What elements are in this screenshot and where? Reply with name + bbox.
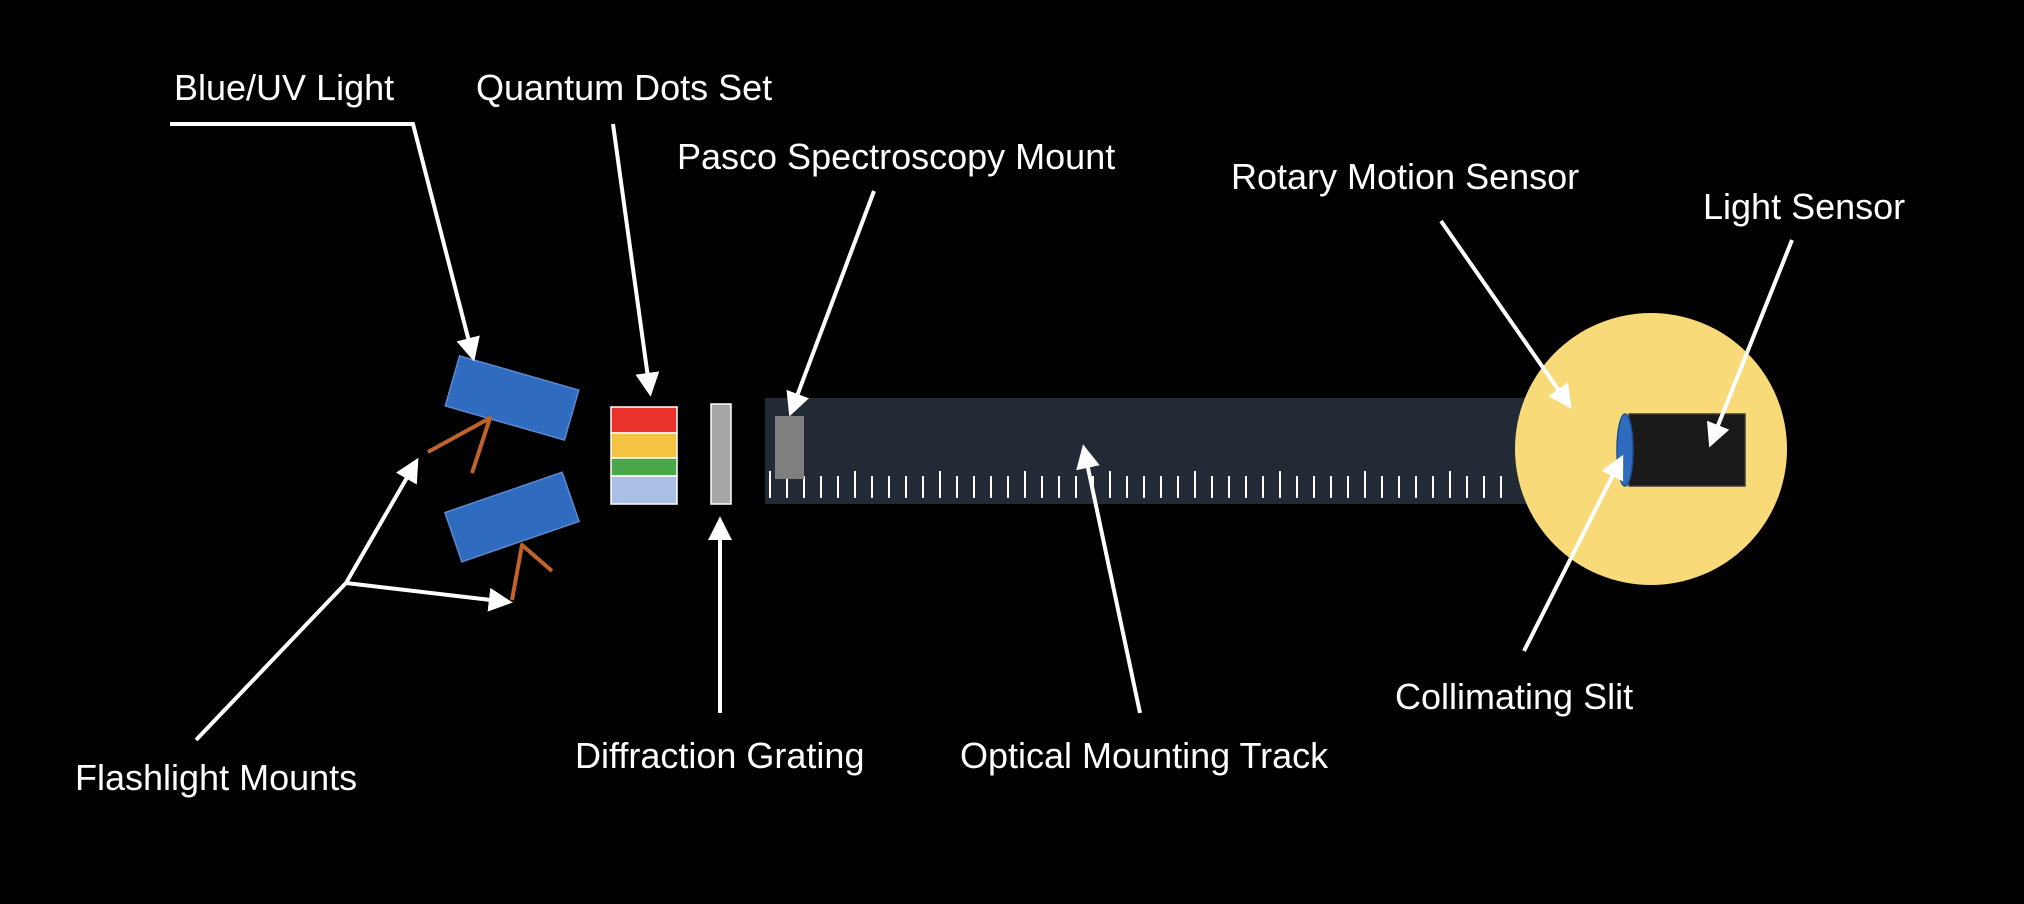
label-pasco-mount: Pasco Spectroscopy Mount (677, 136, 1115, 177)
arrow-optical-mounting-track (1076, 444, 1142, 714)
collimating-slit (1616, 413, 1634, 487)
pasco-spectroscopy-mount (775, 416, 804, 479)
arrow-flashlight-mounts-1 (194, 581, 348, 742)
label-light-sensor: Light Sensor (1703, 186, 1905, 227)
label-rotary-motion-sensor: Rotary Motion Sensor (1231, 156, 1579, 197)
flashlight-mount-bottom (510, 543, 554, 601)
quantum-dot-red (610, 406, 678, 434)
leader-lines (170, 122, 1794, 742)
label-diffraction-grating: Diffraction Grating (575, 735, 864, 776)
arrow-light-sensor (1706, 239, 1794, 448)
quantum-dots-set (610, 406, 678, 505)
quantum-dot-lightblue (610, 475, 678, 505)
arrow-flashlight-mounts-2 (344, 457, 419, 585)
label-optical-mounting-track: Optical Mounting Track (960, 735, 1329, 776)
flashlight-bottom (443, 471, 581, 563)
arrow-collimating-slit (1522, 454, 1624, 652)
label-blue-uv-light: Blue/UV Light (174, 67, 394, 108)
diffraction-grating (710, 403, 732, 505)
arrow-pasco-mount (786, 190, 876, 417)
flashlight-mount-top (427, 416, 492, 474)
label-quantum-dots-set: Quantum Dots Set (476, 67, 772, 108)
quantum-dot-green (610, 457, 678, 477)
arrow-quantum-dots-set (611, 123, 660, 397)
label-flashlight-mounts: Flashlight Mounts (75, 757, 357, 798)
arrow-rotary-motion-sensor (1439, 219, 1572, 409)
label-collimating-slit: Collimating Slit (1395, 676, 1633, 717)
arrow-flashlight-mounts-3 (345, 581, 513, 612)
light-sensor (1628, 413, 1746, 487)
arrow-blue-uv-light (170, 122, 480, 362)
flashlight-top (444, 354, 580, 442)
quantum-dot-yellow (610, 432, 678, 459)
